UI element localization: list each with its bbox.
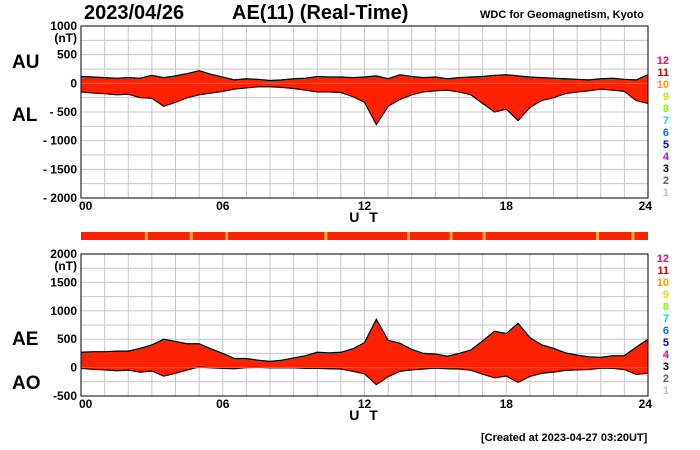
- station-strip-gap: [225, 232, 229, 240]
- ae-ao-y-tick-label: 1000: [50, 304, 77, 318]
- ae-ao-x-tick-label: 18: [500, 397, 514, 411]
- station-strip-gap: [189, 232, 193, 240]
- au-al-x-tick-label: 18: [500, 199, 514, 213]
- au-al-x-tick-label: 24: [639, 199, 653, 213]
- chart-date: 2023/04/26: [84, 2, 185, 24]
- station-legend-label: 6: [663, 325, 669, 337]
- station-strip-gap: [144, 232, 148, 240]
- created-timestamp: [Created at 2023-04-27 03:20UT]: [481, 432, 648, 444]
- station-legend-label: 3: [663, 361, 669, 373]
- station-legend-label: 11: [657, 265, 669, 277]
- station-legend-label: 4: [663, 151, 670, 163]
- au-al-upper-label: AU: [12, 52, 39, 73]
- au-al-lower-label: AL: [12, 105, 38, 126]
- ae-series-line: [80, 318, 649, 362]
- station-legend-label: 12: [657, 253, 669, 265]
- ae-ao-lower-label: AO: [12, 373, 41, 394]
- station-strip-gap: [631, 232, 635, 240]
- station-strip-gap: [324, 232, 328, 240]
- au-al-y-tick-label: 0: [70, 76, 77, 90]
- au-al-x-axis-label: U T: [349, 209, 381, 225]
- ae-ao-y-unit-label: (nT): [54, 259, 77, 273]
- au-al-y-tick-label: 500: [57, 48, 77, 62]
- station-legend-label: 1: [663, 385, 669, 397]
- au-al-y-tick-label: - 1000: [43, 134, 77, 148]
- station-count-strip: [81, 232, 648, 240]
- au-al-x-tick-label: 06: [216, 199, 230, 213]
- ae-ao-upper-label: AE: [12, 329, 38, 350]
- ae-ao-x-tick-label: 24: [639, 397, 653, 411]
- station-legend-label: 2: [663, 373, 669, 385]
- au-al-y-tick-label: - 500: [50, 105, 78, 119]
- au-al-y-unit-label: (nT): [54, 31, 77, 45]
- ae-ao-y-tick-label: -500: [53, 389, 77, 403]
- au-series-line: [80, 70, 649, 82]
- au-al-y-tick-label: 1000: [50, 19, 77, 33]
- station-strip-gap: [596, 232, 600, 240]
- ae-ao-x-tick-label: 06: [216, 397, 230, 411]
- au-al-y-tick-label: - 1500: [43, 162, 77, 176]
- station-legend-label: 9: [663, 91, 669, 103]
- station-legend-label: 10: [657, 79, 669, 91]
- station-strip-gap: [449, 232, 453, 240]
- ao-series-line: [80, 366, 649, 386]
- station-legend-label: 8: [663, 301, 669, 313]
- au-al-panel: 1000 500 0 - 500 - 1000 - 1500 - 2000 (nT) 00 06 1…: [12, 19, 652, 225]
- station-legend-label: 9: [663, 289, 669, 301]
- station-legend-label: 7: [663, 313, 669, 325]
- station-legend-label: 10: [657, 277, 669, 289]
- au-al-y-tick-label: - 2000: [43, 191, 77, 205]
- station-strip-gap: [482, 232, 486, 240]
- station-legend-label: 11: [657, 67, 669, 79]
- al-series-line: [80, 86, 649, 126]
- station-legend-label: 3: [663, 163, 669, 175]
- station-legend-label: 6: [663, 127, 669, 139]
- au-al-frame: [80, 25, 649, 199]
- ae-ao-x-tick-label: 12: [358, 397, 372, 411]
- ae-ao-y-tick-label: 1500: [50, 275, 77, 289]
- station-strip-gap: [407, 232, 411, 240]
- station-legend-label: 12: [657, 55, 669, 67]
- au-al-area: [81, 70, 648, 125]
- au-al-x-tick-label: 12: [358, 199, 372, 213]
- ae-ao-frame: [80, 253, 649, 397]
- station-legend-label: 2: [663, 175, 669, 187]
- ae-ao-y-tick-label: 2000: [50, 247, 77, 261]
- station-legend-label: 5: [663, 337, 669, 349]
- station-legend-label: 4: [663, 349, 670, 361]
- au-al-x-tick-label: 00: [79, 199, 93, 213]
- station-legend-label: 1: [663, 187, 669, 199]
- ae-ao-x-tick-label: 00: [79, 397, 93, 411]
- data-source-label: WDC for Geomagnetism, Kyoto: [480, 9, 644, 21]
- ae-ao-y-tick-label: 0: [70, 361, 77, 375]
- station-strip-bar: [81, 232, 648, 240]
- ae-ao-x-axis-label: U T: [349, 407, 381, 423]
- station-legend-label: 8: [663, 103, 669, 115]
- ae-ao-panel: 2000 1500 1000 500 0 -500 (nT) 00 06 12 18 24 U T AE A…: [12, 247, 652, 423]
- station-legend-label: 7: [663, 115, 669, 127]
- ae-ao-y-tick-label: 500: [57, 332, 77, 346]
- station-legend-label: 5: [663, 139, 669, 151]
- chart-title: AE(11) (Real-Time): [232, 2, 409, 24]
